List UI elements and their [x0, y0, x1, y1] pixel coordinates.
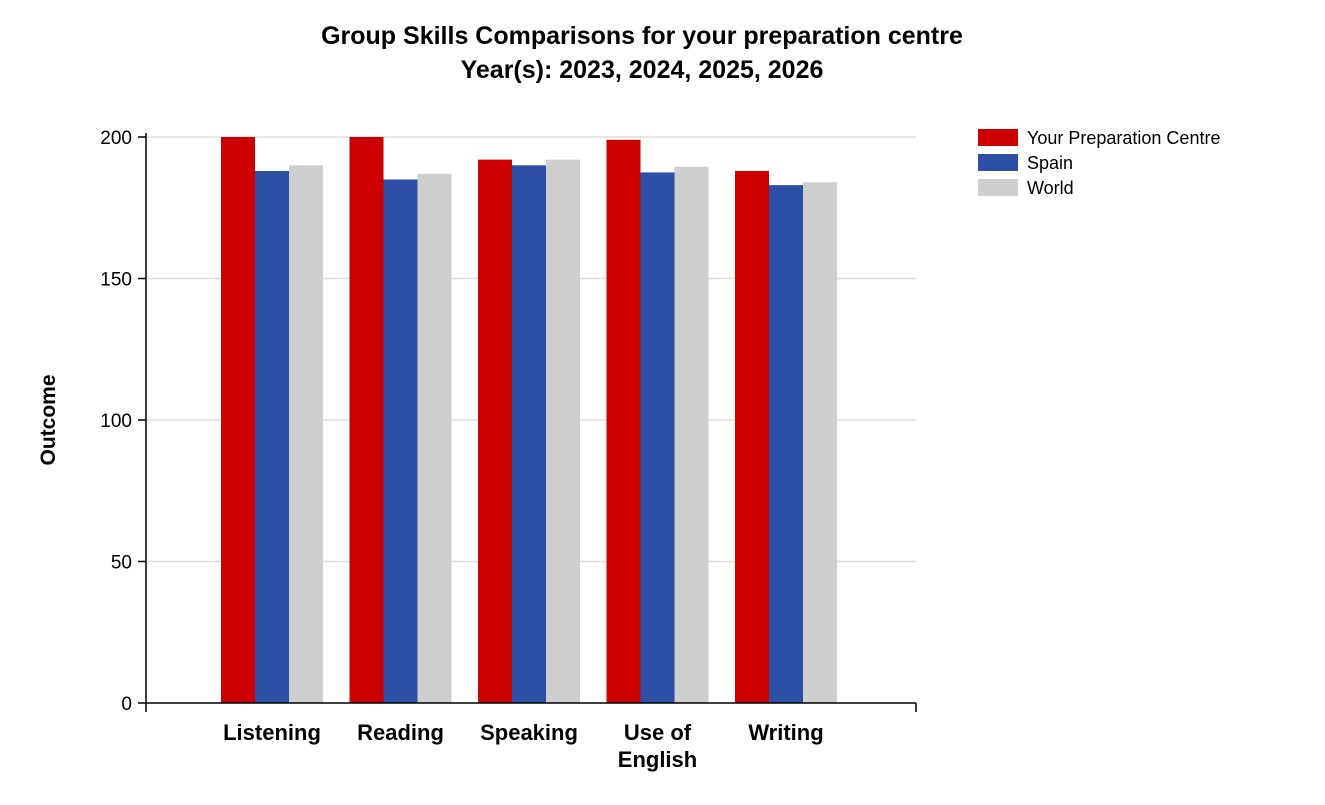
- bar-listening-world: [289, 165, 323, 704]
- legend-swatch: [978, 154, 1018, 171]
- bar-use-of-english-spain: [640, 172, 675, 703]
- x-tick-label: Listening: [223, 720, 321, 745]
- y-tick-label: 150: [100, 270, 132, 291]
- x-tick-label: English: [618, 747, 697, 772]
- x-tick-label: Writing: [748, 720, 823, 745]
- legend-label: Your Preparation Centre: [1027, 128, 1220, 148]
- chart-title-group: Group Skills Comparisons for your prepar…: [321, 22, 963, 84]
- bar-speaking-spain: [512, 165, 546, 704]
- bar-reading-world: [417, 173, 452, 704]
- bar-use-of-english-your-preparation-centre: [606, 139, 641, 703]
- legend-swatch: [978, 179, 1018, 196]
- legend-swatch: [978, 129, 1018, 146]
- y-tick-label: 0: [121, 694, 132, 715]
- chart-subtitle: Year(s): 2023, 2024, 2025, 2026: [461, 56, 824, 84]
- bar-use-of-english-world: [674, 166, 709, 704]
- y-tick-label: 100: [100, 411, 132, 432]
- bar-listening-spain: [255, 170, 289, 703]
- chart-title: Group Skills Comparisons for your prepar…: [321, 22, 963, 50]
- legend-label: World: [1027, 178, 1074, 198]
- bars: [221, 137, 837, 704]
- bar-listening-your-preparation-centre: [221, 137, 255, 703]
- bar-speaking-world: [546, 159, 580, 703]
- bar-reading-your-preparation-centre: [349, 137, 384, 703]
- bar-writing-your-preparation-centre: [735, 170, 769, 703]
- bar-speaking-your-preparation-centre: [478, 159, 512, 703]
- y-tick-labels: 0 50 100 150 200: [100, 128, 132, 715]
- bar-writing-spain: [769, 185, 803, 704]
- legend-label: Spain: [1027, 153, 1073, 173]
- axes: [138, 133, 917, 712]
- bar-writing-world: [803, 182, 837, 703]
- y-tick-label: 200: [100, 128, 132, 149]
- y-tick-label: 50: [111, 553, 132, 574]
- legend: Your Preparation Centre Spain World: [978, 128, 1220, 198]
- x-tick-label: Use of: [624, 720, 692, 745]
- x-tick-label: Speaking: [480, 720, 578, 745]
- y-axis-label: Outcome: [37, 374, 60, 465]
- x-tick-label: Reading: [357, 720, 444, 745]
- bar-reading-spain: [383, 179, 418, 703]
